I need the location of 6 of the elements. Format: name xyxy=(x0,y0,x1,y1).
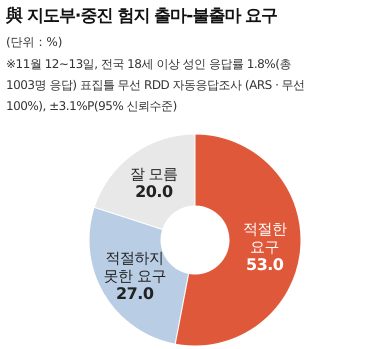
data-label: 27.0 xyxy=(116,284,154,303)
text: ※11월 12~13일, 전국 18세 이상 성인 응답률 1.8%(총 1003명 응답) 표집틀 무선 RDD 자동응답조사 (ARS · 무선 100%), ±3.1%P(95% 신뢰수준) xyxy=(6,56,306,115)
data-label: 53.0 xyxy=(246,254,284,274)
data-label: 20.0 xyxy=(135,182,173,202)
chart-title: 與 지도부·중진 험지 출마-불출마 요구 xyxy=(6,5,278,27)
chart-subtitle: (단위 : %) xyxy=(6,34,62,51)
